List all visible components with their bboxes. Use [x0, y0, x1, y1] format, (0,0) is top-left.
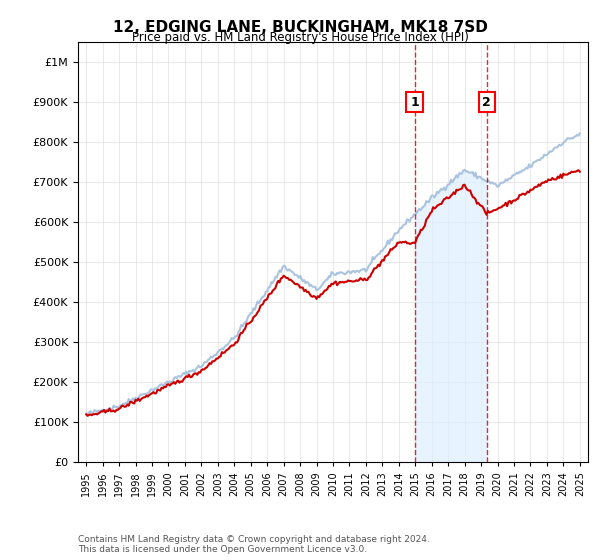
- Text: 1: 1: [410, 96, 419, 109]
- Text: 12, EDGING LANE, BUCKINGHAM, MK18 7SD: 12, EDGING LANE, BUCKINGHAM, MK18 7SD: [113, 20, 487, 35]
- Text: 2: 2: [482, 96, 491, 109]
- Text: Price paid vs. HM Land Registry's House Price Index (HPI): Price paid vs. HM Land Registry's House …: [131, 31, 469, 44]
- Text: Contains HM Land Registry data © Crown copyright and database right 2024.
This d: Contains HM Land Registry data © Crown c…: [78, 535, 430, 554]
